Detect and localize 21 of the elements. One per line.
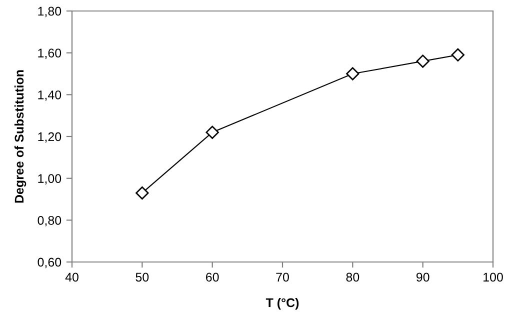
x-axis-title: T (°C) xyxy=(266,298,299,310)
y-tick-label: 1,60 xyxy=(38,48,62,59)
x-tick-label: 70 xyxy=(276,272,289,282)
point xyxy=(136,186,149,200)
x-tick-label: 80 xyxy=(346,272,360,282)
x-tick-label: 40 xyxy=(65,272,78,282)
y-axis-title: Degree of Substitution xyxy=(14,70,26,203)
y-tick-label: 1,40 xyxy=(38,90,62,101)
y-tick-label: 1,80 xyxy=(38,6,62,18)
x-tick-label: 60 xyxy=(206,272,219,282)
y-tick-label: 0,60 xyxy=(38,258,62,268)
x-tick-label: 50 xyxy=(136,272,149,282)
x-tick-label: 100 xyxy=(484,272,503,282)
y-tick-label: 0,80 xyxy=(38,216,62,226)
point xyxy=(416,54,430,68)
y-tick-label: 1,00 xyxy=(38,174,62,184)
y-tick-label: 1,20 xyxy=(38,132,62,143)
point xyxy=(451,48,465,62)
point xyxy=(346,67,360,80)
x-tick-label: 90 xyxy=(416,272,430,282)
point xyxy=(206,126,219,139)
